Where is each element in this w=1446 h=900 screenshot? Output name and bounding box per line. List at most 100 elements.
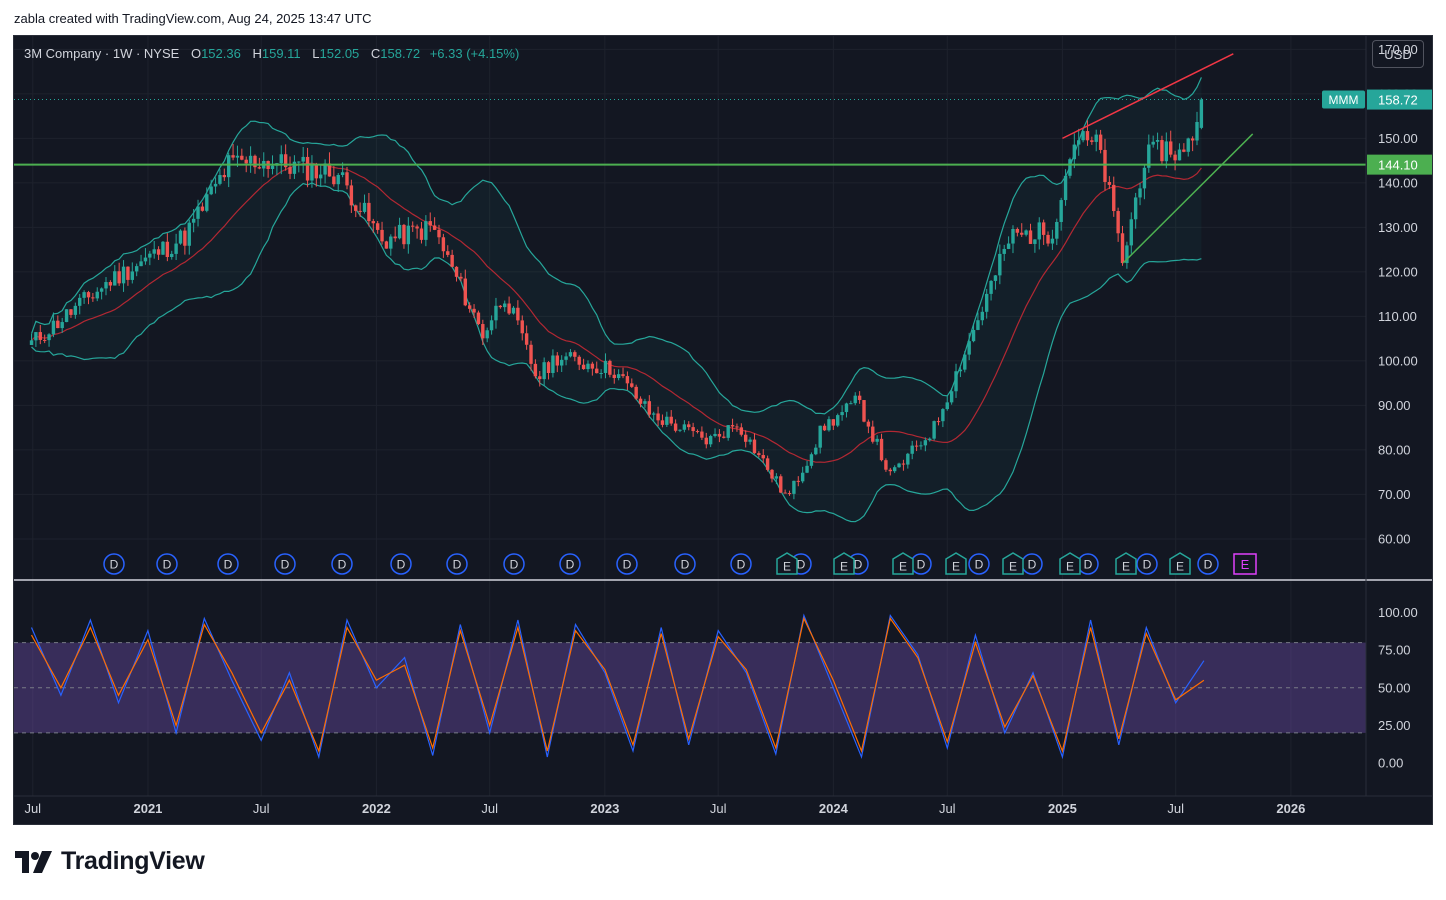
candle xyxy=(240,148,244,161)
time-tick-label: Jul xyxy=(24,801,41,816)
symbol-title[interactable]: 3M Company · 1W · NYSE xyxy=(24,46,180,61)
candle xyxy=(542,357,546,386)
dividend-marker[interactable]: D xyxy=(390,553,412,575)
candle-body xyxy=(897,463,901,468)
candle-body xyxy=(406,225,411,245)
dividend-marker[interactable]: D xyxy=(503,553,525,575)
candle-body xyxy=(546,362,551,374)
dividend-label: D xyxy=(797,558,806,572)
candle-body xyxy=(1182,149,1186,152)
candle xyxy=(568,349,573,358)
candle xyxy=(524,325,529,350)
candle xyxy=(1098,129,1103,154)
earnings-marker[interactable]: E xyxy=(1115,552,1137,575)
support-price-tag[interactable]: 144.10 xyxy=(1367,154,1433,175)
dividend-label: D xyxy=(110,558,119,572)
candle-body xyxy=(113,271,117,286)
stochastic-k-line xyxy=(30,613,1205,760)
candle-body xyxy=(770,469,774,479)
chart-canvas[interactable]: DDDDDDDDDDDDDDDDDDDDEEEEEEEEE170.00160.0… xyxy=(14,36,1433,825)
dividend-marker[interactable]: D xyxy=(910,553,932,575)
dividend-marker[interactable]: D xyxy=(331,553,353,575)
earnings-marker[interactable]: E xyxy=(1059,552,1081,575)
dividend-marker[interactable]: D xyxy=(217,553,239,575)
dividend-marker[interactable]: D xyxy=(968,553,990,575)
earnings-marker[interactable]: E xyxy=(1002,552,1024,575)
candle xyxy=(1199,97,1204,130)
candle xyxy=(945,396,949,411)
candle xyxy=(1112,176,1116,217)
earnings-marker[interactable]: E xyxy=(945,552,967,575)
earnings-marker[interactable]: E xyxy=(833,552,855,575)
candle xyxy=(998,244,1002,285)
candle xyxy=(1116,207,1120,242)
candle xyxy=(481,319,485,346)
candle xyxy=(599,369,603,379)
dividend-marker[interactable]: D xyxy=(1077,553,1099,575)
candle-body xyxy=(424,221,428,240)
candle-body xyxy=(507,303,511,314)
candle xyxy=(78,294,82,315)
earnings-shape xyxy=(1059,552,1081,575)
dividend-marker[interactable]: D xyxy=(616,553,638,575)
candle-body xyxy=(1028,230,1033,244)
candle xyxy=(853,392,857,406)
tradingview-logo[interactable]: TradingView xyxy=(15,847,205,876)
dividend-marker[interactable]: D xyxy=(274,553,296,575)
dividend-marker[interactable]: D xyxy=(156,553,178,575)
candle-body xyxy=(722,436,726,438)
price-tick-label: 90.00 xyxy=(1378,398,1411,413)
earnings-marker[interactable]: E xyxy=(776,552,798,575)
earnings-label: E xyxy=(1176,560,1184,574)
grid xyxy=(14,36,1366,796)
price-scale[interactable]: 170.00160.00150.00140.00130.00120.00110.… xyxy=(1365,36,1418,796)
candle-body xyxy=(1129,219,1133,246)
dividend-marker[interactable]: D xyxy=(674,553,696,575)
candle xyxy=(989,280,993,301)
dividend-marker[interactable]: D xyxy=(1136,553,1158,575)
candle-body xyxy=(64,309,69,323)
dividend-marker[interactable]: D xyxy=(446,553,468,575)
candle-body xyxy=(117,271,121,284)
chart-pane[interactable]: DDDDDDDDDDDDDDDDDDDDEEEEEEEEE170.00160.0… xyxy=(13,35,1433,825)
earnings-marker[interactable]: E xyxy=(1169,552,1191,575)
dividend-marker[interactable]: D xyxy=(730,553,752,575)
candle-body xyxy=(1002,248,1006,254)
dividend-marker[interactable]: D xyxy=(1197,553,1219,575)
candle-body xyxy=(634,386,638,399)
candle xyxy=(178,229,183,245)
dividend-marker[interactable]: D xyxy=(1021,553,1043,575)
candle xyxy=(419,221,424,244)
candle xyxy=(533,359,538,379)
candle xyxy=(389,234,393,256)
candle-body xyxy=(529,344,533,364)
ticker-tag[interactable]: MMM xyxy=(1322,90,1365,109)
candle xyxy=(489,315,494,335)
earnings-marker[interactable]: E xyxy=(892,552,914,575)
dividend-marker[interactable]: D xyxy=(103,553,125,575)
support-tag-bg xyxy=(1367,154,1432,175)
dividend-circle xyxy=(103,553,125,575)
candle xyxy=(949,387,954,405)
candle-body xyxy=(901,463,906,465)
dividend-marker[interactable]: D xyxy=(559,553,581,575)
future-earnings-marker[interactable]: E xyxy=(1233,553,1257,575)
candle-body xyxy=(687,424,691,428)
candle-body xyxy=(630,383,634,387)
time-axis[interactable]: Jul 2021 Jul 2022 Jul 2023 Jul 2024 Jul 2025 Jul 20… xyxy=(14,795,1433,816)
candle-body xyxy=(226,155,231,178)
candle xyxy=(126,266,130,286)
candle-body xyxy=(520,320,524,334)
candle xyxy=(928,437,932,442)
candle-body xyxy=(739,427,744,435)
candle-body xyxy=(827,419,831,431)
time-tick-label: Jul xyxy=(710,801,727,816)
currency-button[interactable]: USD xyxy=(1372,40,1424,68)
candle xyxy=(984,289,989,319)
time-tick-label: Jul xyxy=(253,801,270,816)
candle-body xyxy=(174,243,178,254)
last-price-tag[interactable]: 158.72 xyxy=(1367,89,1433,110)
candle xyxy=(892,465,897,474)
trendline-lower[interactable] xyxy=(1122,133,1254,264)
trendline-upper[interactable] xyxy=(1062,53,1234,140)
